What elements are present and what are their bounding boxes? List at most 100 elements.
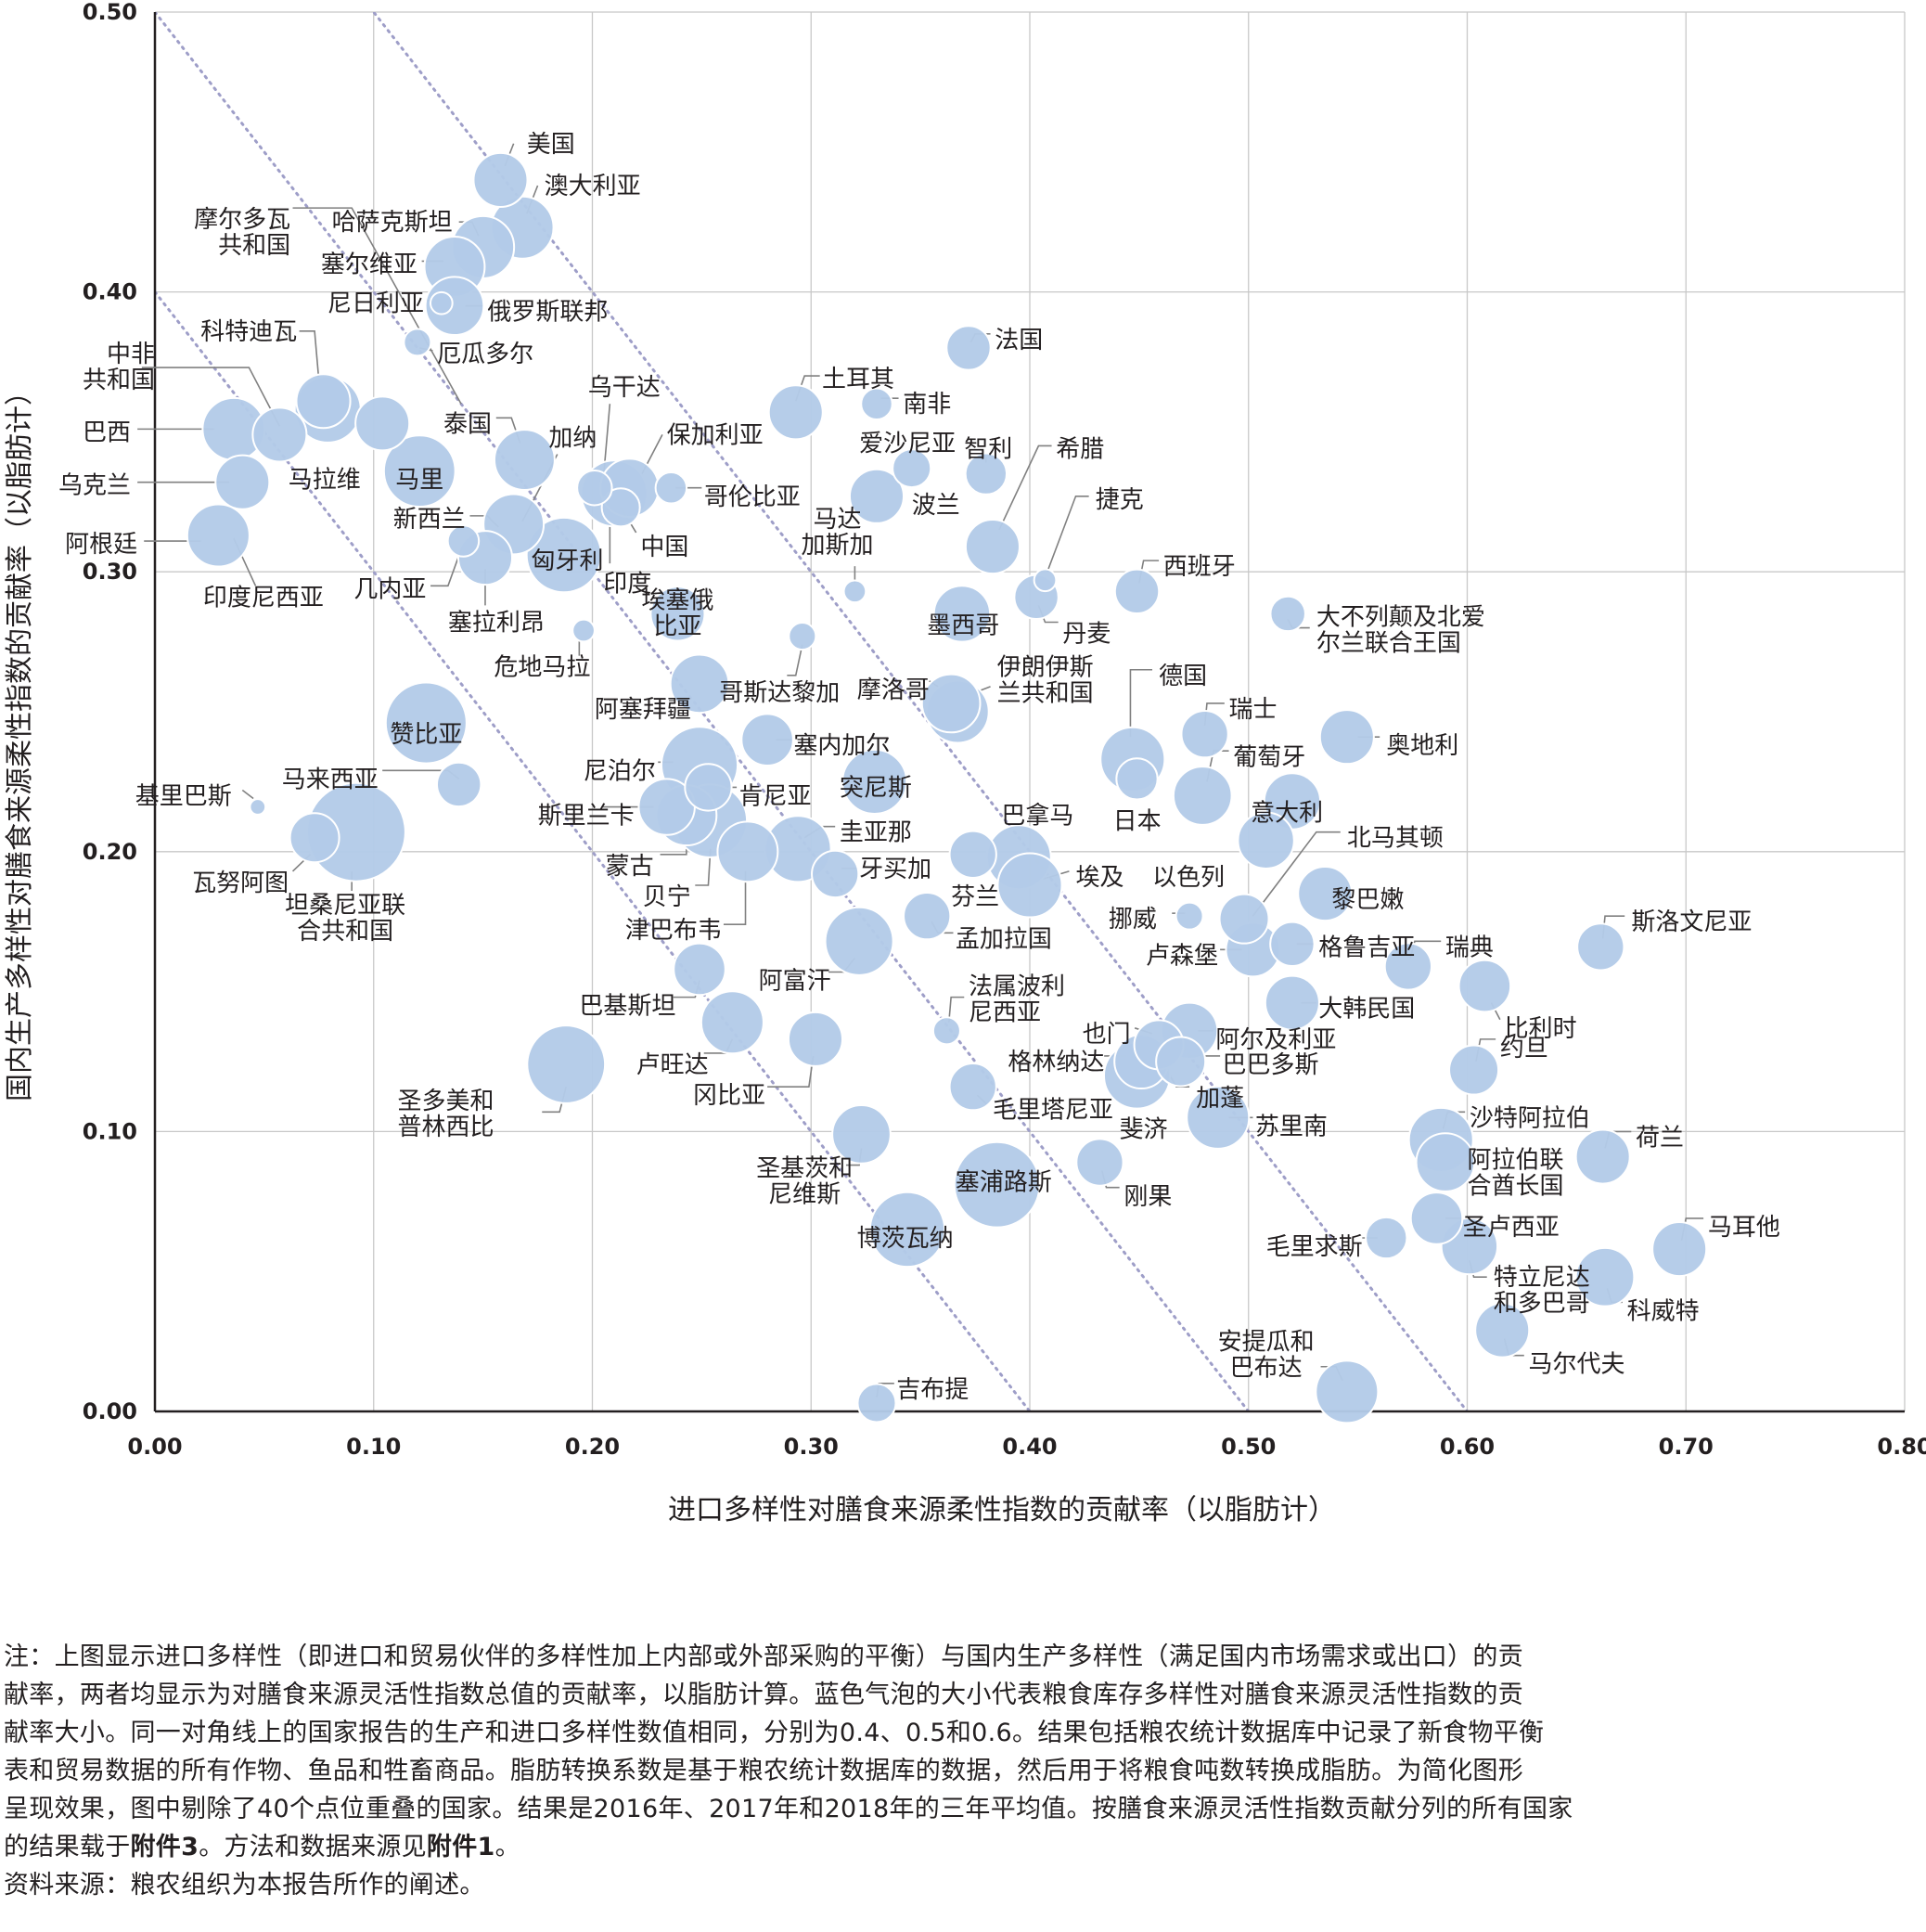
bubble [860, 387, 893, 421]
country-label-line: 也门 [1083, 1021, 1131, 1049]
country-label-line: 中非 [107, 341, 155, 368]
note-line-2: 献率，两者均显示为对膳食来源灵活性指数总值的贡献率，以脂肪计算。蓝色气泡的大小代… [4, 1681, 1523, 1709]
bubble [654, 470, 688, 505]
country-label-line: 丹麦 [1062, 621, 1111, 649]
country-label-line: 埃塞俄 [641, 586, 713, 614]
country-label: 巴巴多斯 [1222, 1051, 1318, 1079]
country-label-line: 哥伦比亚 [704, 483, 801, 511]
country-label: 大不列颠及北爱尔兰联合王国 [1316, 603, 1485, 657]
x-tick-label: 0.30 [784, 1434, 839, 1460]
bubble [382, 434, 456, 509]
country-label-line: 牙买加 [859, 856, 931, 883]
country-label-line: 尼泊尔 [584, 757, 656, 785]
leader-line [141, 367, 281, 427]
country-label: 丹麦 [1062, 621, 1111, 649]
country-label-line: 南非 [903, 391, 951, 419]
note-line-6-mid: 。方法和数据来源见 [199, 1833, 427, 1861]
country-label-line: 比利时 [1505, 1015, 1577, 1043]
bubble [684, 763, 733, 812]
country-label-line: 黎巴嫩 [1331, 886, 1404, 914]
bubble [1264, 974, 1320, 1031]
bubble [673, 942, 726, 997]
country-label-line: 刚果 [1124, 1183, 1172, 1211]
country-label: 墨西哥 [927, 612, 999, 640]
bubble [1297, 866, 1354, 922]
country-label-line: 卢旺达 [636, 1051, 709, 1079]
country-label-line: 圭亚那 [840, 819, 912, 847]
country-label: 大韩民国 [1318, 996, 1415, 1024]
country-label-line: 塞浦路斯 [956, 1169, 1052, 1197]
country-label-line: 俄罗斯联邦 [487, 299, 608, 327]
country-label: 埃塞俄比亚 [641, 586, 713, 640]
country-label: 沙特阿拉伯 [1470, 1104, 1590, 1132]
country-label: 科特迪瓦 [200, 318, 297, 346]
leader-line [787, 644, 803, 676]
leader-line [998, 444, 1052, 531]
country-label-line: 大韩民国 [1318, 996, 1415, 1024]
country-label: 厄瓜多尔 [437, 341, 533, 368]
country-label: 土耳其 [822, 366, 894, 393]
country-label: 德国 [1159, 663, 1207, 690]
bubble [251, 406, 308, 463]
country-label-line: 巴巴多斯 [1222, 1051, 1318, 1079]
country-label-line: 马里 [395, 467, 443, 495]
country-label-line: 捷克 [1096, 486, 1144, 514]
country-label-line: 合共和国 [297, 918, 393, 946]
country-label: 危地马拉 [494, 654, 590, 682]
country-label-line: 冈比亚 [693, 1082, 765, 1110]
leader-line [695, 848, 712, 886]
note-line-5: 呈现效果，图中剔除了40个点位重叠的国家。结果是2016年、2017年和2018… [4, 1795, 1573, 1823]
x-tick-label: 0.00 [127, 1434, 182, 1460]
country-label: 塞尔维亚 [321, 251, 417, 278]
country-label: 斯洛文尼亚 [1631, 908, 1752, 936]
country-label: 坦桑尼亚联合共和国 [285, 892, 405, 946]
country-label: 荷兰 [1636, 1124, 1684, 1152]
country-label-line: 尔兰联合王国 [1316, 629, 1461, 657]
country-label: 斐济 [1120, 1115, 1168, 1143]
country-label-line: 墨西哥 [927, 612, 999, 640]
country-label: 马拉维 [289, 467, 361, 495]
x-tick-label: 0.80 [1877, 1434, 1926, 1460]
note-line-4: 表和贸易数据的所有作物、鱼品和牲畜商品。脂肪转换系数是基于粮农统计数据库的数据，… [4, 1757, 1523, 1785]
country-label-line: 德国 [1159, 663, 1207, 690]
country-label-line: 尼日利亚 [327, 290, 424, 318]
country-label-line: 哥斯达黎加 [719, 679, 840, 707]
bubble [1574, 1128, 1631, 1185]
country-label: 津巴布韦 [625, 917, 722, 945]
country-label: 尼泊尔 [584, 757, 656, 785]
country-label: 智利 [964, 435, 1012, 463]
country-label: 几内亚 [353, 575, 426, 603]
annex-1-link[interactable]: 附件1 [426, 1833, 495, 1861]
country-label-line: 印度尼西亚 [203, 584, 324, 612]
y-tick-label: 0.40 [83, 279, 137, 305]
bubble [1172, 766, 1233, 826]
bubble [842, 579, 867, 604]
country-label-line: 阿拉伯联 [1468, 1147, 1564, 1175]
leader-line [241, 789, 254, 800]
country-label-line: 西班牙 [1163, 553, 1236, 581]
bubble [446, 524, 481, 558]
country-label-line: 马拉维 [289, 467, 361, 495]
bubble [472, 151, 529, 208]
country-label-line: 厄瓜多尔 [437, 341, 533, 368]
country-label-line: 科特迪瓦 [200, 318, 297, 346]
country-label-line: 博茨瓦纳 [857, 1225, 954, 1253]
country-label-line: 乌克兰 [58, 472, 131, 500]
country-label-line: 突尼斯 [840, 774, 912, 802]
country-label: 巴基斯坦 [579, 993, 675, 1021]
annex-3-link[interactable]: 附件3 [130, 1833, 199, 1861]
bubble [824, 906, 894, 976]
bubble [1383, 942, 1432, 991]
country-label-line: 塞拉利昂 [448, 609, 545, 637]
bubble [740, 713, 794, 766]
country-label-line: 保加利亚 [667, 421, 764, 449]
country-label-line: 孟加拉国 [956, 925, 1052, 953]
bubble [669, 653, 730, 715]
country-label: 马来西亚 [282, 766, 379, 793]
bubble [295, 373, 352, 430]
country-label-line: 土耳其 [822, 366, 894, 393]
country-label-line: 加纳 [548, 424, 597, 452]
country-label-line: 尼维斯 [768, 1181, 841, 1209]
country-label-line: 贝宁 [643, 883, 691, 911]
country-label: 阿富汗 [759, 968, 831, 996]
